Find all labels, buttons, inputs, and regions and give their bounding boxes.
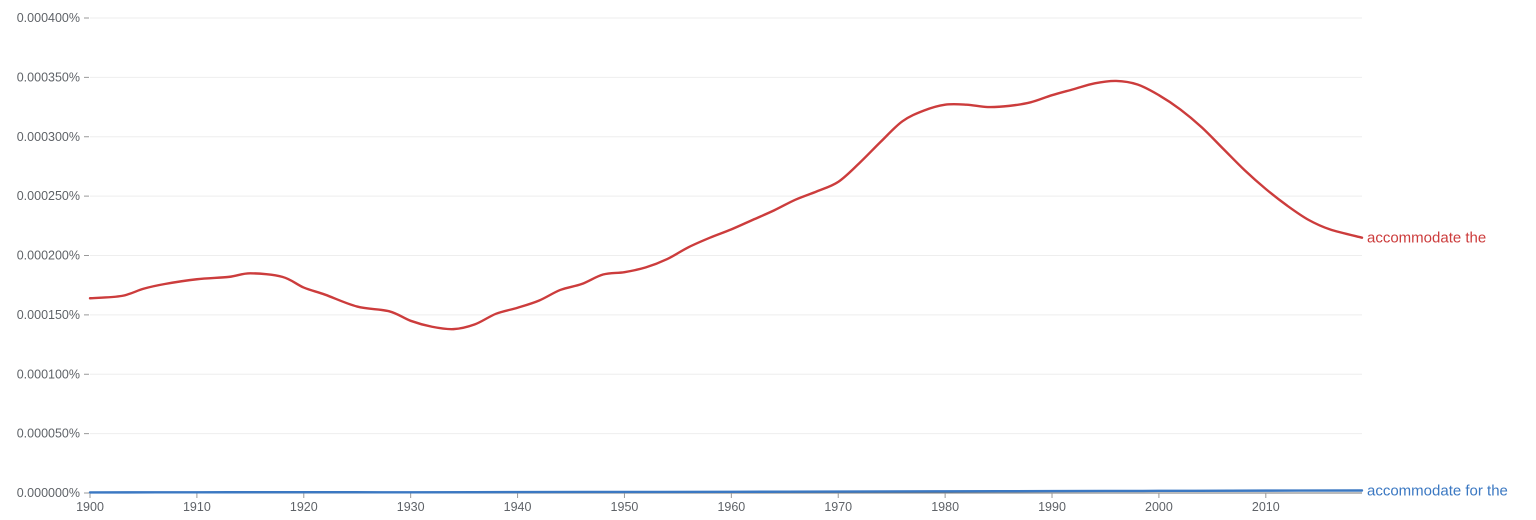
- y-tick-label: 0.000050%: [17, 427, 80, 441]
- x-tick-label: 2010: [1252, 500, 1280, 514]
- x-tick-label: 1950: [611, 500, 639, 514]
- y-tick-label: 0.000150%: [17, 308, 80, 322]
- x-tick-label: 2000: [1145, 500, 1173, 514]
- x-axis: 1900 1910 1920 1930 1940 1950 1960 1970 1980 1990…: [76, 492, 1362, 514]
- y-tick-label: 0.000400%: [17, 11, 80, 25]
- series-line-0[interactable]: [88, 79, 1364, 331]
- x-tick-label: 1910: [183, 500, 211, 514]
- y-tick-label: 0.000300%: [17, 130, 80, 144]
- y-tick-label: 0.000350%: [17, 70, 80, 84]
- x-tick-label: 1940: [504, 500, 532, 514]
- x-tick-label: 1930: [397, 500, 425, 514]
- x-tick-label: 1900: [76, 500, 104, 514]
- grid-layer: [90, 17, 1362, 435]
- x-tick-label: 1990: [1038, 500, 1066, 514]
- x-tick-label: 1970: [824, 500, 852, 514]
- y-tick-label: 0.000000%: [17, 486, 80, 500]
- y-tick-label: 0.000250%: [17, 189, 80, 203]
- series-layer: [88, 79, 1364, 494]
- y-axis: 0.000000% 0.000050% 0.000100% 0.000150% 0.00…: [17, 11, 89, 500]
- series-line-1[interactable]: [88, 489, 1364, 494]
- y-tick-label: 0.000200%: [17, 249, 80, 263]
- series-label-0[interactable]: accommodate the: [1367, 230, 1486, 247]
- series-label-layer: accommodate the accommodate for the: [1367, 230, 1508, 500]
- x-tick-label: 1980: [931, 500, 959, 514]
- x-tick-label: 1960: [717, 500, 745, 514]
- x-tick-label: 1920: [290, 500, 318, 514]
- series-label-1[interactable]: accommodate for the: [1367, 483, 1508, 500]
- y-tick-label: 0.000100%: [17, 367, 80, 381]
